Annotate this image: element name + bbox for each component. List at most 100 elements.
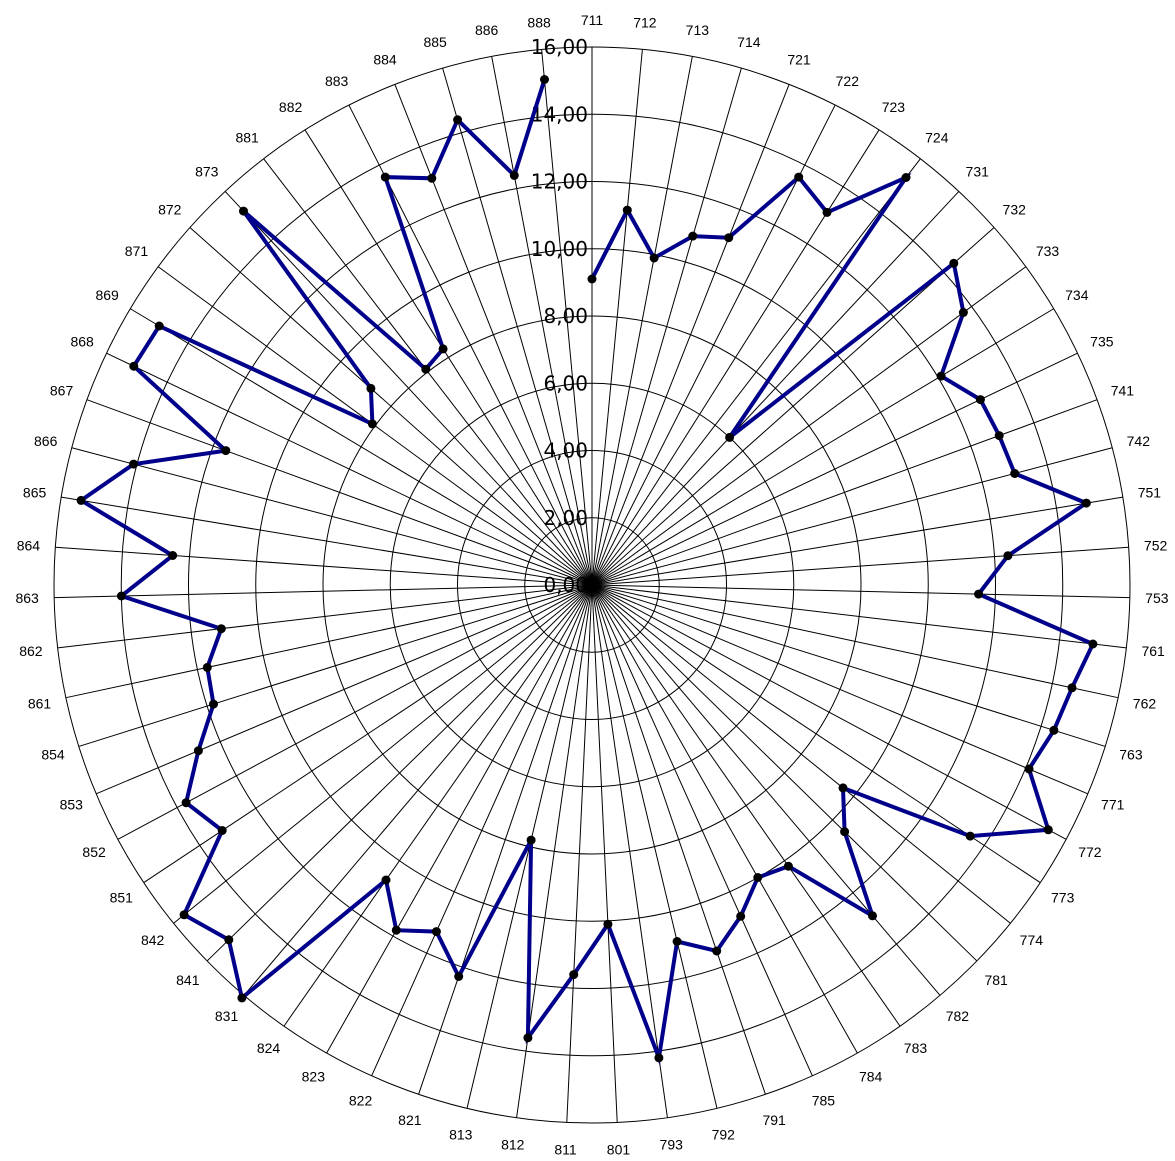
grid-spoke [117, 584, 593, 840]
category-label: 854 [41, 747, 65, 763]
grid-spoke [591, 584, 978, 962]
grid-spoke [326, 584, 593, 1054]
data-point [438, 344, 448, 354]
category-label: 881 [235, 129, 259, 145]
category-label: 733 [1036, 243, 1060, 259]
data-point [76, 495, 86, 505]
data-point [216, 624, 226, 634]
data-point [523, 1033, 533, 1043]
grid-spoke [591, 584, 668, 1118]
category-label: 773 [1051, 890, 1075, 906]
tick-label: 10,00 [531, 237, 588, 261]
grid-spoke [591, 584, 1127, 649]
data-point [1010, 469, 1020, 478]
category-label: 885 [423, 34, 447, 50]
grid-spoke [189, 227, 593, 586]
category-label: 711 [581, 12, 604, 28]
grid-spoke [591, 584, 858, 1054]
series-layer [76, 75, 1098, 1066]
data-point [753, 873, 763, 882]
data-point [221, 446, 231, 456]
category-label: 721 [787, 51, 811, 67]
category-label: 762 [1133, 695, 1157, 711]
tick-label: 16,00 [531, 35, 588, 59]
grid-spoke [173, 584, 593, 924]
category-label: 724 [925, 129, 949, 145]
grid-spoke [591, 584, 1011, 924]
category-label: 713 [686, 22, 710, 38]
category-label: 774 [1020, 932, 1044, 948]
category-label: 863 [15, 590, 39, 606]
grid-spoke [591, 584, 941, 996]
data-point [569, 970, 579, 980]
data-point [509, 170, 519, 180]
data-point [193, 746, 203, 756]
tick-label: 4,00 [543, 439, 588, 463]
category-label: 732 [1003, 202, 1027, 218]
category-label: 852 [82, 844, 106, 860]
grid-spoke [591, 584, 901, 1027]
category-label: 853 [60, 796, 84, 812]
data-point [526, 835, 536, 845]
category-label: 886 [475, 22, 499, 38]
grid-layer [53, 46, 1131, 1124]
category-label: 723 [882, 99, 906, 115]
tick-label-layer: 0,00 2,00 4,00 6,00 8,00 10,00 12,00 14,00 16,00 [531, 35, 588, 597]
category-label: 868 [70, 334, 94, 350]
grid-spoke [566, 584, 593, 1123]
grid-spoke [541, 49, 593, 586]
category-label: 864 [17, 537, 41, 553]
category-label: 888 [527, 14, 551, 30]
data-point [217, 826, 227, 835]
grid-spoke [55, 546, 593, 586]
category-label: 731 [966, 164, 990, 180]
grid-spoke [65, 584, 593, 699]
category-label: 761 [1141, 643, 1165, 659]
category-label: 866 [34, 433, 58, 449]
grid-spoke [591, 584, 1067, 840]
grid-spoke [224, 191, 593, 586]
grid-spoke [491, 56, 593, 586]
tick-label: 2,00 [543, 506, 588, 530]
grid-spoke [591, 584, 1106, 747]
category-label: 883 [325, 73, 349, 89]
category-label: 813 [449, 1127, 473, 1143]
grid-spoke [95, 584, 593, 795]
data-point [237, 993, 247, 1003]
data-point [421, 364, 431, 374]
category-label: 851 [110, 890, 134, 906]
data-point [1067, 683, 1077, 693]
category-label: 869 [95, 287, 119, 303]
category-label-layer: 711 712 713 714 721 722 723 724 731 732 733 734 735 7… [15, 12, 1168, 1157]
data-point [366, 383, 376, 393]
category-label: 714 [737, 34, 761, 50]
data-point [936, 371, 946, 381]
category-label: 751 [1138, 485, 1162, 501]
grid-spoke [591, 584, 1089, 795]
data-point [794, 172, 804, 182]
category-label: 841 [176, 972, 200, 988]
tick-label: 0,00 [543, 573, 588, 597]
category-label: 867 [50, 382, 74, 398]
category-label: 771 [1101, 796, 1125, 812]
category-label: 752 [1144, 537, 1168, 553]
grid-spoke [591, 584, 813, 1077]
data-point [129, 459, 139, 469]
grid-spoke [61, 496, 593, 586]
data-point [725, 432, 735, 442]
category-label: 742 [1127, 433, 1151, 449]
data-point [712, 946, 722, 956]
data-point [974, 589, 984, 599]
grid-spoke [591, 447, 1113, 586]
category-label: 822 [349, 1092, 373, 1108]
grid-spoke [591, 266, 1027, 586]
category-label: 783 [904, 1040, 928, 1056]
data-point [688, 231, 698, 241]
data-point [224, 935, 234, 945]
data-point [840, 827, 850, 837]
category-label: 882 [279, 99, 303, 115]
data-point [154, 321, 164, 331]
grid-spoke [130, 308, 593, 586]
grid-spoke [591, 49, 643, 586]
category-label: 871 [125, 243, 149, 259]
